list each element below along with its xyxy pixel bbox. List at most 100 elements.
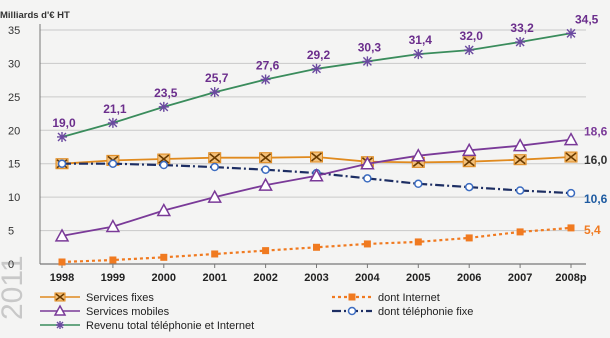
series-point [207,189,222,203]
x-tick-label: 2003 [304,272,328,284]
series-point-cross [565,152,577,162]
x-tick-label: 2004 [355,272,380,284]
series-point [54,228,70,242]
series-point [461,142,477,157]
legend-item: dont Internet [332,292,440,304]
series-point [313,243,320,251]
x-tick-label: 1998 [50,272,74,284]
series-point [311,63,322,74]
data-label: 29,2 [307,48,331,62]
legend-label: Services mobiles [86,306,170,318]
series-point [464,182,474,192]
series-point [262,247,270,255]
series-point [57,131,67,142]
y-tick-label: 5 [8,226,14,238]
x-tick-label: 2008p [555,272,586,284]
series-point [109,256,117,264]
y-tick-label: 30 [8,58,20,70]
series-point-cross [260,153,272,163]
series-point [347,306,357,316]
series-point [413,49,424,60]
y-tick-label: 20 [8,125,20,137]
series-point [209,87,220,98]
x-tick-label: 2005 [406,272,430,284]
x-tick-label: 2007 [508,272,532,284]
legend-label: dont téléphonie fixe [378,306,473,318]
data-label: 32,0 [460,29,484,43]
data-labels: 19,0 21,1 23,5 25,7 27,6 29,2 30,3 31,4 32,0 33,2… [52,12,607,237]
series-point [414,238,422,246]
series-point [360,156,375,170]
series-point-cross [209,153,221,163]
series-point [516,228,524,236]
series-point [57,159,67,168]
series-point [309,168,324,182]
data-label: 23,5 [154,86,178,100]
series-point [160,253,168,261]
legend-item: Revenu total téléphonie et Internet [40,320,254,332]
series-point [210,162,219,172]
legend-item: Services fixes [40,292,154,304]
series-point [156,202,172,217]
series-3 [58,224,575,266]
series-point [348,293,356,301]
series-point-cross [55,293,65,301]
y-tick-label: 10 [8,192,20,204]
x-axis-ticks: 1998 1999 2000 2001 2002 2003 2004 2005 2006 2007… [50,264,587,284]
series-0 [55,151,578,170]
series-point [159,160,169,170]
legend: Services fixes Services mobiles Revenu tot… [40,292,473,332]
series-point [567,224,575,232]
series-point [464,45,475,56]
data-label: 27,6 [256,58,280,72]
series-point [107,117,118,128]
x-tick-label: 2002 [253,272,277,284]
series-layer [54,28,579,266]
series-point [515,37,526,48]
series-2 [57,28,576,142]
series-point-cross [311,152,322,162]
data-label: 34,5 [575,12,599,26]
data-label: 25,7 [205,71,229,85]
data-label: 19,0 [52,116,76,130]
y-tick-label: 25 [8,92,20,104]
y-axis-label: Milliards d'€ HT [0,10,70,21]
end-label: 10,6 [584,192,608,206]
series-point [414,179,423,189]
end-label: 5,4 [584,223,601,237]
y-tick-label: 15 [8,159,20,171]
series-point [108,159,118,168]
series-point [158,101,169,112]
series-point [363,174,372,183]
y-tick-label: 35 [8,25,20,37]
legend-label: dont Internet [378,292,440,304]
series-point [411,148,426,162]
series-point [515,186,525,195]
series-point [211,250,219,258]
series-point [105,218,121,233]
legend-label: Revenu total téléphonie et Internet [86,320,254,332]
series-point [56,321,64,329]
x-tick-label: 2000 [152,272,176,284]
series-point [362,56,373,67]
data-label: 31,4 [409,33,433,47]
legend-item: dont téléphonie fixe [332,306,473,318]
data-label: 33,2 [510,21,534,35]
series-line [62,162,572,195]
end-label: 16,0 [584,153,608,167]
series-point [258,177,273,191]
series-point [363,240,371,248]
series-point [53,304,67,316]
legend-item: Services mobiles [40,304,170,318]
series-point [261,165,270,174]
x-tick-label: 2006 [457,272,481,284]
y-tick-label: 0 [8,259,14,271]
series-point [465,234,473,242]
series-point [260,74,271,85]
watermark-text: 2011 [0,255,29,320]
x-tick-label: 1999 [101,272,125,284]
end-label: 18,6 [584,125,608,139]
series-1 [54,132,579,242]
series-point [512,138,528,152]
data-label: 21,1 [103,102,127,116]
